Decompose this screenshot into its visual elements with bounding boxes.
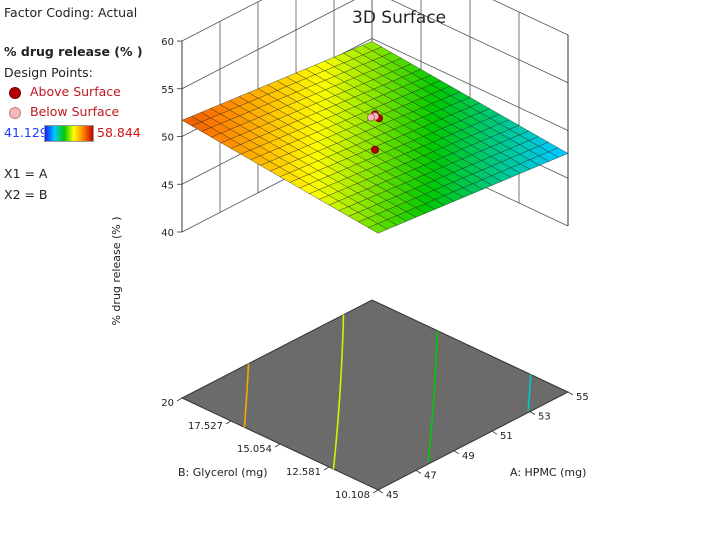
- z-tick-label-2: 50: [161, 133, 174, 144]
- b-tick-mark-1: [323, 466, 330, 471]
- a-tick-mark-0: [377, 489, 384, 494]
- b-tick-mark-3: [225, 420, 232, 425]
- b-tick-label-3: 17.527: [188, 421, 223, 432]
- response-name: % drug release (% ): [4, 44, 143, 59]
- above-surface-label: Above Surface: [30, 84, 121, 99]
- a-tick-mark-3: [491, 430, 498, 435]
- surface-cell-0-0: [367, 223, 388, 234]
- a-tick-label-2: 49: [462, 451, 475, 462]
- response-surface: [181, 41, 569, 234]
- below-surface-label: Below Surface: [30, 104, 120, 119]
- z-tick-label-3: 55: [161, 85, 174, 96]
- a-tick-mark-5: [567, 391, 574, 396]
- wall-gridline-z-3: [181, 0, 569, 90]
- floor-plane: [180, 299, 570, 491]
- a-tick-mark-2: [453, 450, 460, 455]
- below-surface-marker: [9, 107, 21, 119]
- z-tick-label-1: 45: [161, 180, 174, 191]
- a-tick-mark-1: [415, 470, 422, 474]
- z-tick-label-0: 40: [161, 228, 174, 239]
- x1-mapping: X1 = A: [4, 166, 48, 181]
- design-point-below-3: [366, 113, 375, 122]
- z-tick-label-4: 60: [161, 37, 174, 48]
- color-gradient-bar: [44, 125, 94, 142]
- color-range-max: 58.844: [97, 125, 141, 140]
- b-axis-label: B: Glycerol (mg): [178, 466, 268, 479]
- b-tick-mark-0: [372, 489, 379, 494]
- floor-contour-3: [243, 363, 250, 428]
- a-tick-label-1: 47: [424, 470, 437, 481]
- b-tick-label-4: 20: [161, 398, 174, 409]
- design-point-above-4: [370, 145, 379, 154]
- a-tick-label-0: 45: [386, 490, 399, 501]
- design-points: [366, 110, 383, 154]
- floor-contour-0: [527, 374, 532, 411]
- floor: [180, 299, 570, 491]
- above-surface-marker: [9, 87, 21, 99]
- floor-contour-2: [332, 314, 345, 470]
- b-tick-mark-2: [274, 443, 281, 448]
- axis-ticks: 40 45 50 55 60 45 47 49 51 53 55 10.108 12.581 15.054…: [161, 37, 588, 501]
- b-tick-label-0: 10.108: [335, 490, 370, 501]
- a-tick-label-4: 53: [538, 412, 551, 423]
- b-tick-label-2: 15.054: [237, 444, 272, 455]
- floor-contour-1: [427, 330, 439, 463]
- factor-coding-label: Factor Coding: Actual: [4, 5, 138, 20]
- chart-title: 3D Surface: [352, 8, 447, 28]
- color-range-min: 41.129: [4, 125, 48, 140]
- b-tick-label-1: 12.581: [286, 467, 321, 478]
- a-axis-label: A: HPMC (mg): [510, 466, 586, 479]
- a-tick-label-5: 55: [576, 392, 589, 403]
- wall-gridline-z-4: [181, 0, 569, 42]
- z-axis-label: % drug release (% ): [110, 216, 123, 325]
- b-tick-mark-4: [176, 397, 183, 402]
- a-tick-label-3: 51: [500, 431, 513, 442]
- a-tick-mark-4: [529, 411, 536, 415]
- design-points-label: Design Points:: [4, 65, 93, 80]
- x2-mapping: X2 = B: [4, 187, 48, 202]
- axis-labels: A: HPMC (mg) B: Glycerol (mg) % drug relea…: [110, 216, 586, 479]
